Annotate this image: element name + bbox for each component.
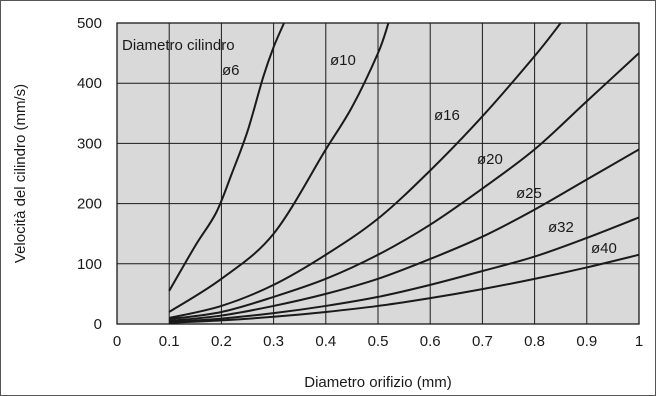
grid-lines xyxy=(117,23,639,324)
y-axis-ticks: 0 100 200 300 400 500 xyxy=(77,15,102,333)
series-line-16 xyxy=(168,23,562,319)
series-label-10: ø10 xyxy=(330,52,356,69)
y-tick-label: 200 xyxy=(77,196,102,213)
x-tick-label: 0.8 xyxy=(524,333,545,350)
series-line-20 xyxy=(169,52,639,321)
plot-frame xyxy=(116,22,640,325)
x-axis-ticks: 0 0.1 0.2 0.3 0.4 0.5 0.6 0.7 0.8 0.9 1 xyxy=(113,333,643,350)
y-tick-label: 0 xyxy=(94,316,102,333)
y-tick-label: 400 xyxy=(77,75,102,92)
series-label-20: ø20 xyxy=(477,151,503,168)
x-tick-label: 0.7 xyxy=(472,333,493,350)
y-tick-label: 500 xyxy=(77,15,102,32)
series-lines xyxy=(168,23,639,324)
y-tick-label: 100 xyxy=(77,256,102,273)
series-line-40 xyxy=(169,253,639,324)
series-line-6 xyxy=(168,23,285,292)
series-label-16: ø16 xyxy=(434,107,460,124)
x-tick-label: 0.4 xyxy=(315,333,336,350)
x-tick-label: 0.1 xyxy=(159,333,180,350)
x-tick-label: 0.3 xyxy=(263,333,284,350)
series-line-32 xyxy=(169,216,639,324)
series-labels: ø6 ø10 ø16 ø20 ø25 ø32 ø40 xyxy=(222,52,617,257)
series-label-40: ø40 xyxy=(591,240,617,257)
legend-title: Diametro cilindro xyxy=(122,37,235,54)
x-tick-label: 1 xyxy=(635,333,643,350)
series-label-25: ø25 xyxy=(516,185,542,202)
series-label-6: ø6 xyxy=(222,62,240,79)
x-tick-label: 0.2 xyxy=(211,333,232,350)
x-tick-label: 0.5 xyxy=(368,333,389,350)
x-axis-label: Diametro orifizio (mm) xyxy=(304,374,452,391)
series-line-25 xyxy=(169,148,639,322)
x-tick-label: 0 xyxy=(113,333,121,350)
y-tick-label: 300 xyxy=(77,135,102,152)
x-tick-label: 0.6 xyxy=(420,333,441,350)
y-axis-label: Velocità del cilindro (mm/s) xyxy=(12,84,29,263)
series-label-32: ø32 xyxy=(548,219,574,236)
series-line-10 xyxy=(168,23,390,313)
x-tick-label: 0.9 xyxy=(576,333,597,350)
